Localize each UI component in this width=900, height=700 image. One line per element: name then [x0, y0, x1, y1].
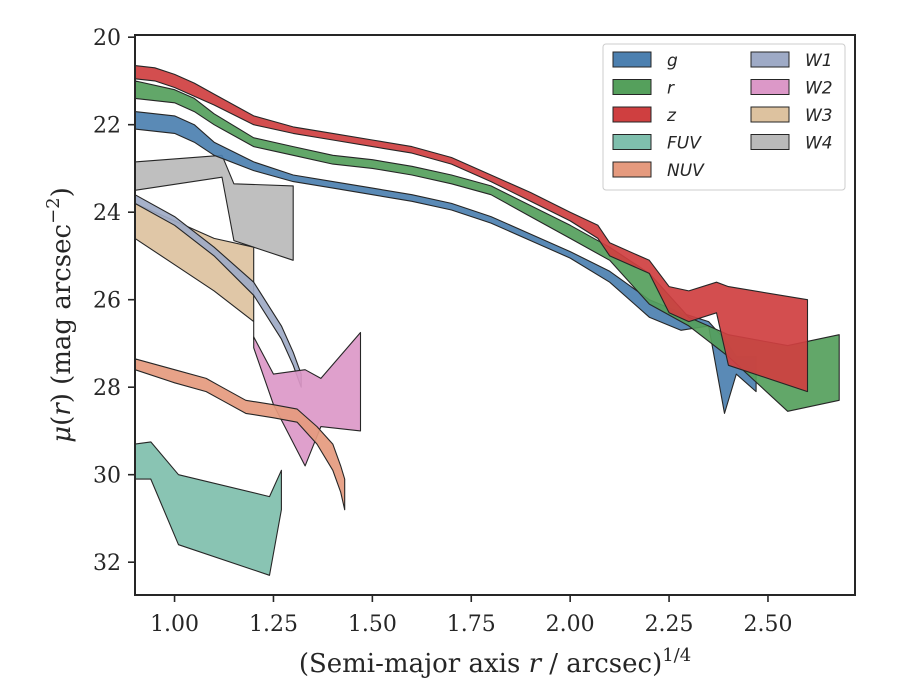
profile-bands — [134, 65, 840, 576]
legend-swatch-w3 — [750, 106, 790, 123]
y-tick-label: 32 — [93, 551, 121, 576]
y-tick-label: 30 — [93, 464, 121, 489]
legend-swatch-fuv — [612, 134, 652, 150]
x-tick-label: 1.75 — [447, 612, 496, 637]
legend-swatch-w4 — [750, 134, 790, 150]
legend-swatch-z — [612, 106, 652, 123]
x-axis-title: (Semi-major axis r / arcsec)1/4 — [299, 645, 691, 679]
y-tick-label: 22 — [93, 114, 121, 139]
plot-frame — [134, 34, 856, 596]
x-tick-label: 2.25 — [645, 612, 694, 637]
x-tick-label: 1.00 — [150, 612, 199, 637]
legend-label-w1: W1 — [805, 51, 833, 71]
band-fuv — [134, 441, 282, 576]
band-w4 — [134, 154, 294, 261]
legend-label-r: r — [667, 79, 675, 99]
legend-label-g: g — [667, 51, 678, 71]
legend-swatch-r — [612, 79, 652, 95]
y-axis-title: μ(r) (mag arcsec−2) — [43, 187, 77, 443]
band-w3 — [134, 202, 255, 340]
x-tick-label: 1.25 — [249, 612, 298, 637]
legend-swatch-g — [612, 51, 652, 68]
x-tick-label: 1.50 — [348, 612, 397, 637]
legend-label-fuv: FUV — [667, 134, 702, 154]
legend-label-w4: W4 — [805, 134, 833, 154]
y-tick-label: 26 — [93, 289, 121, 314]
legend-label-nuv: NUV — [667, 161, 705, 181]
legend-label-w3: W3 — [805, 106, 833, 126]
legend-swatch-w1 — [750, 51, 790, 68]
legend-swatch-nuv — [612, 161, 652, 178]
band-z — [134, 65, 809, 393]
band-w2 — [253, 331, 362, 467]
y-axis-ticks: 20 22 24 26 28 30 32 — [93, 26, 135, 576]
y-tick-label: 24 — [93, 201, 121, 226]
legend-label-z: z — [666, 106, 677, 126]
x-tick-label: 2.50 — [743, 612, 792, 637]
band-nuv — [134, 358, 346, 511]
y-tick-label: 28 — [93, 376, 121, 401]
band-g — [134, 111, 757, 414]
legend-label-w2: W2 — [805, 79, 833, 99]
legend-swatch-w2 — [750, 79, 790, 95]
x-tick-label: 2.00 — [546, 612, 595, 637]
legend: grz FUV NUV W1 W2 W3 W4 — [602, 43, 846, 191]
x-axis-ticks: 1.00 1.25 1.50 1.75 2.00 2.25 2.50 — [150, 595, 792, 637]
y-tick-label: 20 — [93, 26, 121, 51]
